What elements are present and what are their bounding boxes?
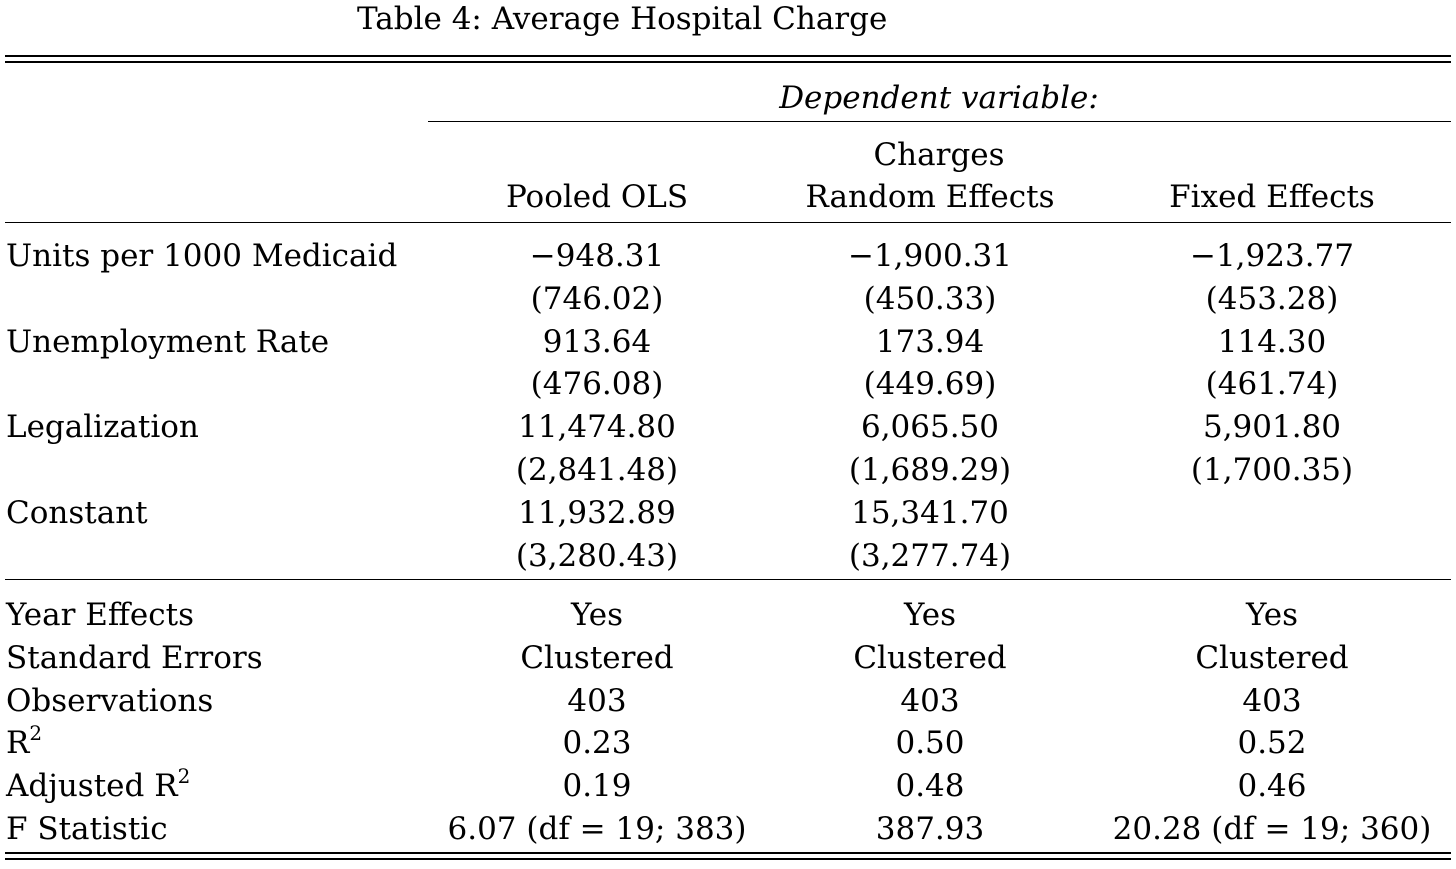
statistic-value: 0.50 (895, 725, 965, 762)
statistic-value: Yes (570, 597, 624, 633)
standard-error: (3,277.74) (848, 537, 1012, 574)
statistic-value: 0.48 (895, 768, 965, 805)
coefficient-label: Constant (6, 494, 148, 531)
column-header-fixed-effects: Fixed Effects (1169, 179, 1375, 215)
statistic-label-superscript: 2 (29, 721, 43, 746)
statistic-value: 387.93 (875, 811, 985, 847)
standard-error: (450.33) (863, 280, 997, 317)
coefficient-estimate: −1,900.31 (847, 238, 1013, 274)
statistic-label-text: Standard Errors (6, 639, 263, 676)
dependent-variable-name: Charges (873, 137, 1005, 173)
standard-error: (1,689.29) (848, 452, 1012, 488)
statistic-value: 0.19 (562, 768, 632, 805)
coefficient-label: Unemployment Rate (6, 323, 330, 360)
statistic-label: Adjusted R2 (6, 766, 190, 805)
dependent-variable-rule (428, 121, 1451, 122)
statistic-label-text: F Statistic (6, 811, 168, 847)
coefficient-estimate: 6,065.50 (860, 409, 1000, 446)
standard-error: (3,280.43) (515, 537, 679, 574)
statistic-value: 403 (567, 682, 627, 719)
statistic-value: Clustered (1195, 639, 1349, 676)
coefficient-estimate: −1,923.77 (1189, 238, 1355, 274)
statistic-value: Yes (1245, 597, 1299, 633)
coefficient-estimate: 15,341.70 (851, 494, 1009, 531)
column-header-pooled-ols: Pooled OLS (505, 179, 689, 215)
top-rule-lower (5, 61, 1451, 63)
coefficient-estimate: −948.31 (529, 238, 665, 274)
standard-error: (461.74) (1205, 366, 1339, 403)
bottom-rule-lower (5, 858, 1451, 860)
statistic-value: 20.28 (df = 19; 360) (1112, 811, 1432, 847)
statistic-label-text: R (6, 725, 30, 762)
statistic-value: 0.23 (562, 725, 632, 762)
top-rule-upper (5, 55, 1451, 57)
coefficient-estimate: 11,932.89 (518, 494, 676, 531)
statistic-value: 403 (900, 682, 960, 719)
statistic-value: Clustered (853, 639, 1007, 676)
coefficient-estimate: 114.30 (1217, 323, 1327, 360)
statistic-label-text: Adjusted R (6, 768, 178, 805)
statistic-label-text: Observations (6, 682, 214, 719)
statistic-value: 6.07 (df = 19; 383) (447, 811, 747, 847)
dependent-variable-label: Dependent variable: (779, 80, 1099, 116)
statistic-value: 0.52 (1237, 725, 1307, 762)
coefficient-label: Units per 1000 Medicaid (6, 238, 398, 274)
statistic-label-text: Year Effects (6, 597, 194, 633)
statistic-value: Yes (903, 597, 957, 633)
statistic-label: F Statistic (6, 811, 168, 847)
column-header-random-effects: Random Effects (805, 179, 1055, 215)
coefficient-estimate: 11,474.80 (518, 409, 676, 446)
statistic-label: Observations (6, 683, 213, 719)
statistic-label: Standard Errors (6, 640, 263, 676)
standard-error: (453.28) (1205, 280, 1339, 317)
statistic-label: R2 (6, 723, 42, 762)
statistic-label-superscript: 2 (177, 763, 191, 788)
mid-rule (5, 579, 1451, 580)
standard-error: (746.02) (530, 280, 664, 317)
standard-error: (2,841.48) (515, 452, 679, 488)
statistic-value: 0.46 (1237, 768, 1307, 805)
statistic-value: 403 (1242, 682, 1302, 719)
coefficient-estimate: 5,901.80 (1202, 409, 1342, 446)
coefficient-estimate: 913.64 (542, 323, 652, 360)
statistic-label: Year Effects (6, 597, 194, 633)
standard-error: (1,700.35) (1190, 452, 1354, 488)
standard-error: (449.69) (863, 366, 997, 403)
coefficient-estimate: 173.94 (875, 323, 985, 360)
bottom-rule-upper (5, 852, 1451, 854)
statistic-value: Clustered (520, 639, 674, 676)
table-caption: Table 4: Average Hospital Charge (357, 1, 888, 37)
header-rule (5, 222, 1451, 223)
coefficient-label: Legalization (6, 409, 199, 446)
standard-error: (476.08) (530, 366, 664, 403)
